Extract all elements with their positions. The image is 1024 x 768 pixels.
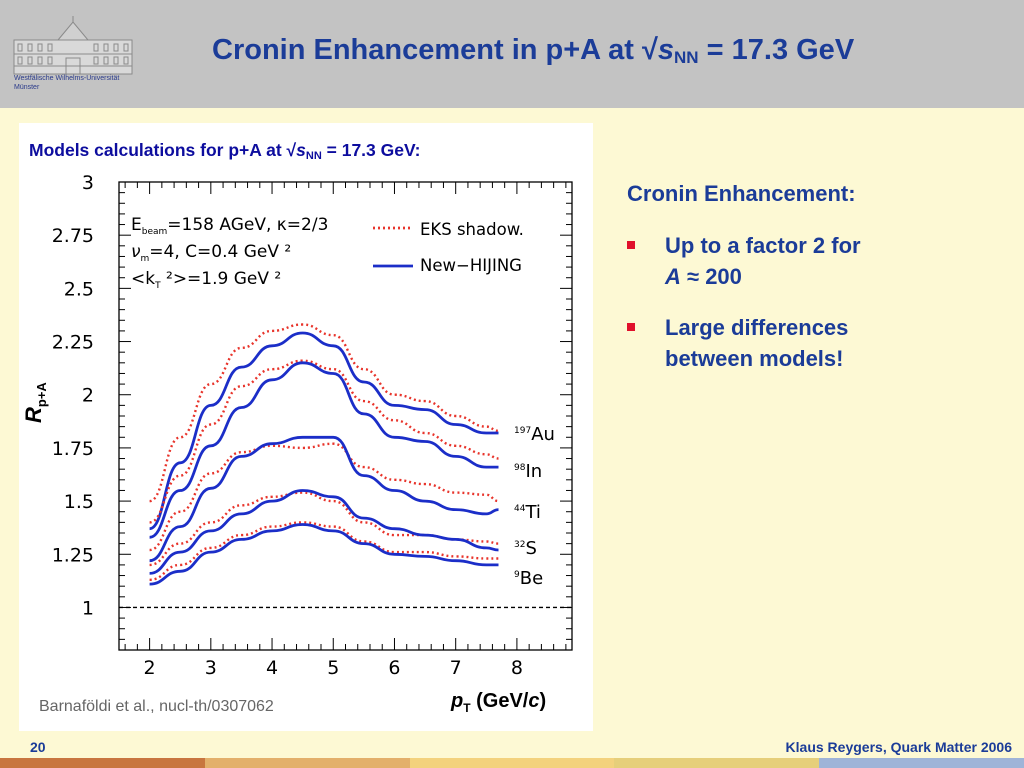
series-line-s-hijing: [149, 489, 499, 575]
param-line-2: νm=4, C=0.4 GeV ²: [131, 242, 291, 264]
y-tick-label: 2: [82, 385, 94, 407]
nucleus-label-au: 197Au: [514, 424, 555, 445]
series-line-ti-hijing: [149, 435, 499, 563]
footer-credit: Klaus Reygers, Quark Matter 2006: [785, 739, 1012, 755]
cronin-chart: 2 3 4 5 6 7 8 1 1.25 1.5 1.75 2 2.25 2.5 2.75 3 Ebeam=1…: [21, 172, 573, 715]
bullet-heading: Cronin Enhancement:: [627, 181, 856, 206]
series-line-be-hijing: [149, 523, 499, 586]
bullet-marker-icon: [627, 323, 635, 331]
x-tick-label: 5: [327, 657, 339, 679]
x-tick-label: 8: [511, 657, 523, 679]
y-axis-label: Rp+A: [21, 382, 49, 423]
series-line-in-hijing: [149, 361, 499, 539]
x-tick-label: 2: [144, 657, 156, 679]
x-tick-label: 7: [450, 657, 462, 679]
series-line-ti-eks: [149, 442, 499, 552]
page-number: 20: [30, 739, 46, 755]
slide-title: Cronin Enhancement in p+A at √sNN = 17.3…: [212, 34, 855, 67]
y-tick-label: 1: [82, 597, 94, 619]
y-tick-label: 2.5: [64, 278, 94, 300]
x-tick-label: 6: [388, 657, 400, 679]
y-tick-label: 1.5: [64, 491, 94, 513]
footer-band-segment: [819, 758, 1024, 768]
y-tick-label: 2.75: [52, 225, 94, 247]
nucleus-label-be: 9Be: [514, 568, 543, 589]
figure-panel: Models calculations for p+A at √sNN = 17…: [19, 123, 593, 731]
footer-band-segment: [204, 758, 411, 768]
x-tick-label: 4: [266, 657, 278, 679]
university-name: Westfälische Wilhelms-Universität Münste…: [14, 75, 120, 91]
legend-label-eks: EKS shadow.: [420, 220, 524, 239]
param-line-1: Ebeam=158 AGeV, κ=2/3: [131, 215, 328, 237]
footer-band-segment: [409, 758, 616, 768]
y-tick-label: 3: [82, 172, 94, 194]
series-line-au-hijing: [149, 331, 499, 531]
university-logo: [13, 16, 133, 75]
x-axis-label: pT (GeV/c): [450, 690, 546, 715]
header-bar: Westfälische Wilhelms-Universität Münste…: [0, 0, 1024, 108]
param-line-3: <kT ²>=1.9 GeV ²: [131, 269, 281, 291]
footer-color-band: [0, 758, 1024, 768]
footer-band-segment: [0, 758, 206, 768]
y-tick-label: 1.75: [52, 438, 94, 460]
nucleus-label-s: 32S: [514, 538, 537, 559]
series-line-au-eks: [149, 323, 499, 503]
nucleus-label-in: 98In: [514, 461, 542, 482]
series-line-be-eks: [149, 521, 499, 581]
legend-label-hijing: New−HIJING: [420, 256, 522, 275]
footer-band-segment: [614, 758, 821, 768]
y-tick-label: 1.25: [52, 544, 94, 566]
y-tick-label: 2.25: [52, 332, 94, 354]
x-tick-label: 3: [205, 657, 217, 679]
figure-title: Models calculations for p+A at √sNN = 17…: [29, 140, 421, 162]
citation: Barnaföldi et al., nucl-th/0307062: [39, 698, 274, 715]
series-line-in-eks: [149, 359, 499, 524]
bullet-marker-icon: [627, 241, 635, 249]
nucleus-label-ti: 44Ti: [514, 502, 541, 523]
